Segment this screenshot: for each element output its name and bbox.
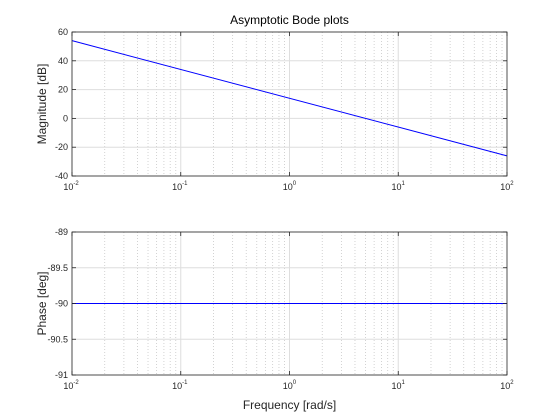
magnitude-x-tick-label: 10-2 [63, 181, 79, 192]
phase-x-tick-label: 101 [391, 380, 405, 391]
magnitude-y-tick-label: 0 [63, 113, 68, 123]
phase-y-axis-label: Phase [deg] [35, 271, 49, 335]
magnitude-x-tick-label: 102 [500, 181, 514, 192]
magnitude-x-tick-label: 10-1 [172, 181, 188, 192]
magnitude-y-tick-label: 40 [58, 56, 68, 66]
magnitude-y-tick-label: -40 [55, 171, 68, 181]
magnitude-axes: -40 -20 0 20 40 60 10-2 10-1 100 101 102 Asymptotic… [35, 13, 514, 192]
magnitude-x-tick-label: 101 [391, 181, 405, 192]
phase-x-tick-label: 100 [283, 380, 297, 391]
phase-y-tick-label: -91 [55, 370, 68, 380]
phase-x-tick-label: 102 [500, 380, 514, 391]
magnitude-y-axis-label: Magnitude [dB] [35, 64, 49, 145]
phase-axes: -91 -90.5 -90 -89.5 -89 10-2 10-1 100 101 102 Phas… [35, 227, 514, 412]
phase-y-tick-label: -89.5 [47, 263, 68, 273]
magnitude-title: Asymptotic Bode plots [230, 13, 349, 27]
phase-x-tick-label: 10-2 [63, 380, 79, 391]
magnitude-y-tick-label: -20 [55, 142, 68, 152]
phase-x-tick-label: 10-1 [172, 380, 188, 391]
phase-x-axis-label: Frequency [rad/s] [243, 398, 336, 412]
phase-y-tick-label: -90 [55, 299, 68, 309]
magnitude-y-tick-label: 20 [58, 85, 68, 95]
magnitude-y-tick-label: 60 [58, 27, 68, 37]
phase-y-tick-label: -89 [55, 227, 68, 237]
magnitude-x-tick-label: 100 [283, 181, 297, 192]
magnitude-series-line [71, 40, 508, 157]
phase-y-tick-label: -90.5 [47, 334, 68, 344]
